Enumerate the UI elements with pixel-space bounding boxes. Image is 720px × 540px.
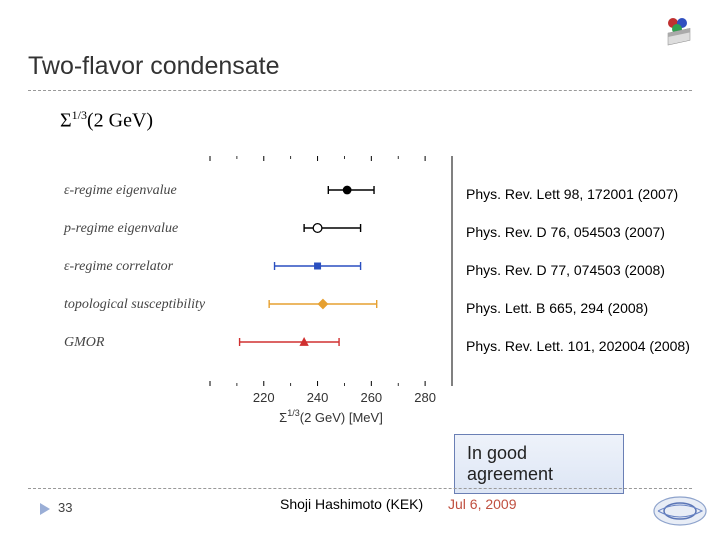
- ref-4: Phys. Lett. B 665, 294 (2008): [466, 300, 648, 316]
- svg-text:GMOR: GMOR: [64, 335, 105, 350]
- footer-author: Shoji Hashimoto (KEK): [280, 496, 423, 512]
- svg-text:ε-regime correlator: ε-regime correlator: [64, 259, 174, 274]
- svg-text:240: 240: [307, 390, 329, 405]
- corner-logo-icon: [654, 14, 698, 59]
- footer-divider: [28, 488, 692, 489]
- brand-logo-icon: [652, 495, 708, 532]
- footer-date: Jul 6, 2009: [448, 496, 517, 512]
- svg-text:Σ1/3(2 GeV) [MeV]: Σ1/3(2 GeV) [MeV]: [279, 408, 383, 425]
- page-arrow-icon: [40, 502, 52, 520]
- ref-1: Phys. Rev. Lett 98, 172001 (2007): [466, 186, 678, 202]
- page-number: 33: [58, 500, 72, 515]
- ref-2: Phys. Rev. D 76, 054503 (2007): [466, 224, 665, 240]
- svg-text:topological susceptibility: topological susceptibility: [64, 297, 206, 312]
- svg-text:280: 280: [414, 390, 436, 405]
- ref-5: Phys. Rev. Lett. 101, 202004 (2008): [466, 338, 690, 354]
- condensate-plot: ε-regime eigenvalue p-regime eigenvalue ε-…: [60, 150, 460, 430]
- callout-box: In good agreement: [454, 434, 624, 494]
- page-title: Two-flavor condensate: [28, 52, 280, 81]
- svg-text:260: 260: [360, 390, 382, 405]
- svg-text:ε-regime eigenvalue: ε-regime eigenvalue: [64, 183, 177, 198]
- svg-text:220: 220: [253, 390, 275, 405]
- ref-3: Phys. Rev. D 77, 074503 (2008): [466, 262, 665, 278]
- svg-text:p-regime eigenvalue: p-regime eigenvalue: [63, 221, 178, 236]
- formula-sigma: Σ1/3(2 GeV): [60, 108, 153, 133]
- title-divider: [28, 90, 692, 91]
